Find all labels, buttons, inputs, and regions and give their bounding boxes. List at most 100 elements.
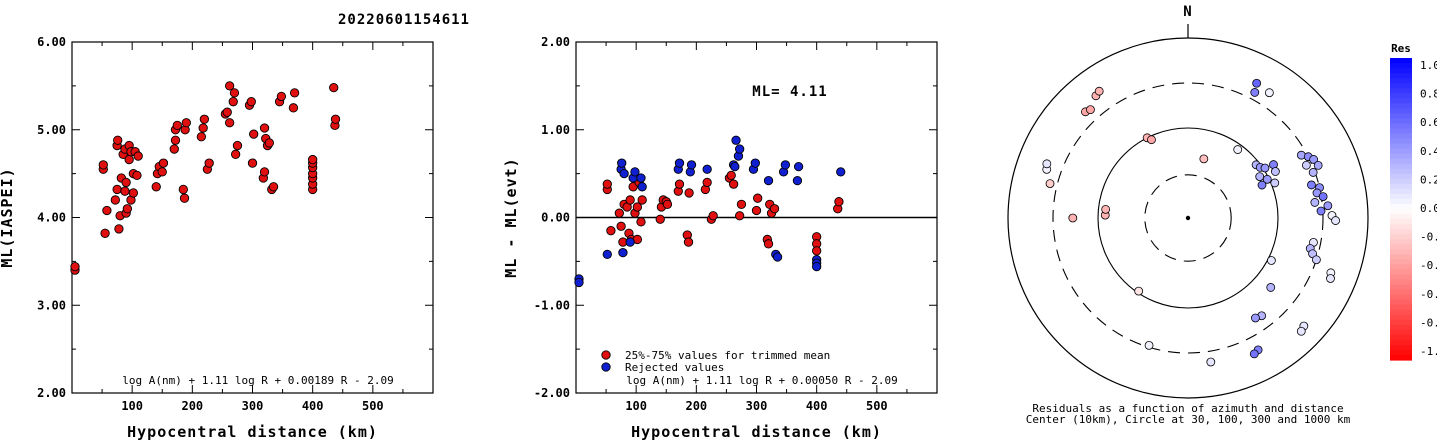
data-point-accepted bbox=[122, 204, 133, 214]
magnitude-vs-distance-plot: 100 200 300 400 500 2.00 3.00 4.00 5.00 6.00 Hypoc… bbox=[0, 35, 434, 441]
data-point-rejected bbox=[812, 261, 822, 272]
colorbar-segment bbox=[1390, 128, 1412, 135]
colorbar-segment bbox=[1390, 309, 1412, 316]
data-point-accepted bbox=[102, 205, 112, 216]
station-point bbox=[1313, 161, 1323, 170]
data-point-accepted bbox=[753, 193, 763, 203]
data-point-rejected bbox=[636, 173, 646, 183]
colorbar-segment bbox=[1390, 249, 1412, 255]
colorbar-tick-label: 1.0 bbox=[1420, 59, 1437, 72]
station-point bbox=[1331, 216, 1340, 225]
data-point-accepted bbox=[735, 211, 745, 221]
station-point bbox=[1262, 174, 1272, 184]
data-point-accepted bbox=[763, 239, 774, 249]
data-point-accepted bbox=[112, 184, 122, 195]
colorbar-segment bbox=[1390, 158, 1412, 165]
data-point-accepted bbox=[196, 132, 207, 142]
colorbar-segment bbox=[1390, 203, 1412, 210]
data-point-accepted bbox=[121, 177, 131, 188]
colorbar-segment bbox=[1390, 229, 1412, 235]
legend-label: 25%-75% values for trimmed mean bbox=[625, 349, 830, 362]
data-point-accepted bbox=[70, 261, 80, 272]
circle-300km bbox=[1052, 82, 1324, 354]
y-axis-label: ML - ML(evt) bbox=[502, 157, 520, 277]
data-point-accepted bbox=[224, 118, 235, 128]
data-point-accepted bbox=[674, 179, 685, 189]
data-point-accepted bbox=[268, 182, 279, 192]
y-tick-label: 0.00 bbox=[541, 211, 570, 225]
data-point-accepted bbox=[625, 195, 635, 205]
colorbar-segment bbox=[1390, 123, 1412, 130]
colorbar-segment bbox=[1390, 183, 1412, 190]
colorbar-segment bbox=[1390, 219, 1412, 225]
colorbar-segment bbox=[1390, 138, 1412, 145]
station-point bbox=[1271, 167, 1280, 176]
data-point-accepted bbox=[199, 114, 210, 124]
data-point-rejected bbox=[836, 167, 846, 177]
colorbar-segment bbox=[1390, 234, 1412, 240]
x-tick-label: 100 bbox=[121, 399, 143, 413]
data-point-accepted bbox=[606, 226, 616, 236]
data-point-accepted bbox=[133, 151, 143, 161]
x-tick-label: 200 bbox=[685, 399, 707, 413]
y-tick-label: 3.00 bbox=[37, 298, 66, 312]
colorbar-segment bbox=[1390, 224, 1412, 230]
legend-label: Rejected values bbox=[625, 361, 724, 374]
data-point-accepted bbox=[259, 123, 270, 133]
data-point-accepted bbox=[170, 135, 181, 145]
colorbar-segment bbox=[1390, 63, 1412, 69]
y-tick-label: 4.00 bbox=[37, 211, 66, 225]
y-axis-label: ML(IASPEI) bbox=[0, 167, 16, 267]
station-point bbox=[1251, 313, 1260, 323]
circle-100km bbox=[1097, 127, 1279, 309]
station-point bbox=[1260, 163, 1270, 173]
colorbar-segment bbox=[1390, 209, 1412, 215]
data-point-accepted bbox=[751, 205, 762, 216]
data-point-rejected bbox=[702, 164, 712, 174]
figure-title: 20220601154611 bbox=[338, 12, 470, 28]
x-tick-label: 500 bbox=[362, 399, 384, 413]
colorbar-segment bbox=[1390, 88, 1412, 94]
station-point bbox=[1255, 172, 1265, 182]
data-point-accepted bbox=[330, 114, 341, 124]
colorbar-segment bbox=[1390, 73, 1412, 79]
data-point-accepted bbox=[157, 167, 167, 177]
y-tick-label: -2.00 bbox=[534, 386, 570, 400]
x-tick-label: 400 bbox=[806, 399, 828, 413]
colorbar-segment bbox=[1390, 304, 1412, 311]
colorbar-segment bbox=[1390, 198, 1412, 205]
data-point-accepted bbox=[288, 103, 299, 113]
colorbar-segment bbox=[1390, 264, 1412, 270]
colorbar-segment bbox=[1390, 254, 1412, 260]
colorbar-segment bbox=[1390, 168, 1412, 175]
station-point bbox=[1068, 213, 1078, 223]
data-point-accepted bbox=[602, 179, 612, 189]
data-point-accepted bbox=[151, 182, 161, 192]
station-point bbox=[1311, 255, 1321, 265]
legend-marker bbox=[601, 362, 611, 372]
data-point-accepted bbox=[228, 97, 238, 107]
station-point bbox=[1318, 192, 1328, 201]
data-point-accepted bbox=[769, 204, 780, 214]
colorbar-segment bbox=[1390, 103, 1412, 109]
colorbar-segment bbox=[1390, 299, 1412, 306]
x-tick-label: 100 bbox=[625, 399, 647, 413]
azimuth-residual-polar-plot: N Residuals as a function of azimuth and … bbox=[1007, 4, 1437, 426]
station-point bbox=[1233, 145, 1243, 154]
station-point bbox=[1094, 86, 1104, 96]
colorbar-segment bbox=[1390, 143, 1412, 150]
center-dot bbox=[1185, 215, 1191, 221]
station-point bbox=[1144, 340, 1154, 350]
colorbar-segment bbox=[1390, 239, 1412, 245]
data-point-rejected bbox=[780, 160, 791, 170]
station-point bbox=[1264, 88, 1274, 98]
colorbar-segment bbox=[1390, 163, 1412, 170]
data-point-accepted bbox=[683, 237, 694, 247]
x-tick-label: 200 bbox=[181, 399, 203, 413]
data-point-accepted bbox=[232, 140, 243, 151]
data-point-accepted bbox=[655, 214, 665, 224]
polar-caption: Center (10km), Circle at 30, 100, 300 an… bbox=[1026, 413, 1351, 426]
data-point-rejected bbox=[625, 237, 635, 247]
data-point-accepted bbox=[247, 158, 258, 168]
